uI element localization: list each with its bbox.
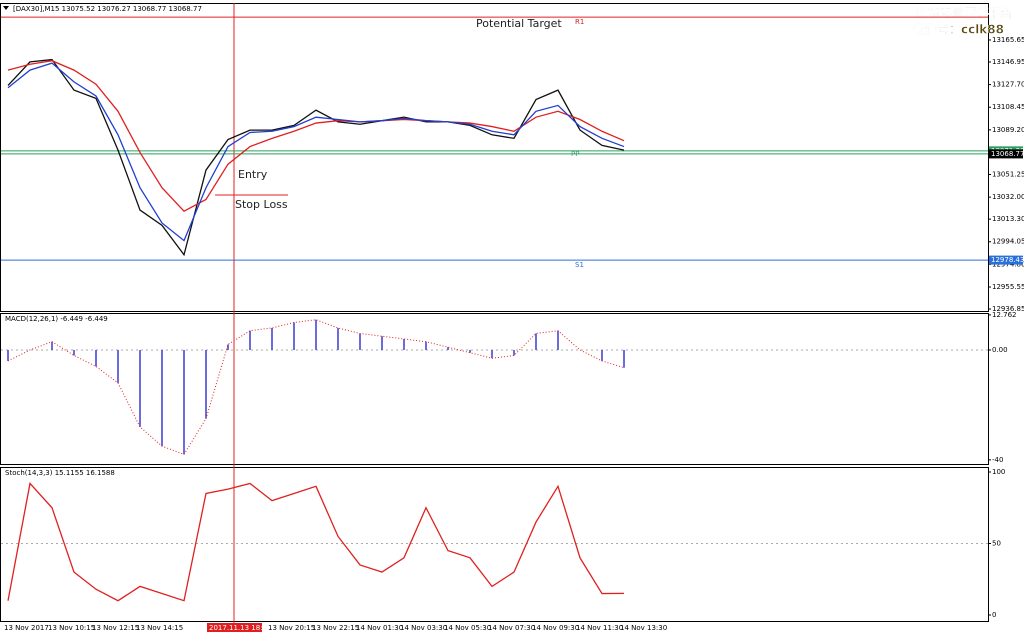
- x-tick-label: 13 Nov 12:15: [92, 624, 139, 632]
- y-tick-label: 13108.45: [992, 103, 1024, 111]
- price-box-label: 13068.77: [991, 150, 1024, 158]
- y-tick-label: 0.00: [992, 346, 1008, 354]
- x-tick-label: 14 Nov 13:30: [620, 624, 667, 632]
- panel-title: MACD(12,26,1) -6.449 -6.449: [5, 315, 108, 323]
- panel-title: Stoch(14,3,3) 15.1155 16.1588: [5, 469, 115, 477]
- price-box: [989, 255, 1023, 265]
- x-tick-label: 14 Nov 11:30: [576, 624, 623, 632]
- macd-panel: [0, 313, 989, 465]
- price-panel: [0, 3, 989, 312]
- y-tick-label: 13146.95: [992, 58, 1024, 66]
- y-tick-label: 13165.65: [992, 36, 1024, 44]
- y-tick-label: 100: [992, 468, 1005, 476]
- level-label: S1: [575, 261, 584, 269]
- y-tick-label: 12.762: [992, 311, 1017, 319]
- y-tick-label: 13051.25: [992, 170, 1024, 178]
- annotation: Stop Loss: [235, 198, 288, 211]
- series-line: [7, 62, 625, 242]
- crosshair-label: 2017.11.13 18:45: [209, 624, 271, 632]
- x-tick-label: 13 Nov 2017: [4, 624, 49, 632]
- price-box-label: 12978.43: [991, 256, 1024, 264]
- header: [DAX30],M15 13075.52 13076.27 13068.77 1…: [13, 5, 202, 13]
- y-tick-label: 50: [992, 539, 1001, 547]
- y-tick-label: 12936.85: [992, 305, 1024, 313]
- x-tick-label: 13 Nov 14:15: [136, 624, 183, 632]
- watermark: 期货专业服务平台: [916, 6, 1012, 21]
- y-tick-label: 13127.70: [992, 81, 1024, 89]
- y-tick-label: 13089.20: [992, 126, 1024, 134]
- price-box: [989, 149, 1023, 159]
- crosshair-label-box: [207, 623, 262, 632]
- y-tick-label: 13013.30: [992, 215, 1024, 223]
- y-tick-label: -40: [992, 456, 1003, 464]
- x-tick-label: 14 Nov 03:30: [400, 624, 447, 632]
- y-tick-label: 12955.55: [992, 283, 1024, 291]
- menu-arrow[interactable]: [3, 6, 9, 10]
- x-tick-label: 13 Nov 20:15: [268, 624, 315, 632]
- y-tick-label: 12994.05: [992, 238, 1024, 246]
- annotation: Potential Target: [476, 17, 562, 30]
- y-tick-label: 0: [992, 611, 996, 619]
- x-tick-label: 13 Nov 10:15: [48, 624, 95, 632]
- annotation: Entry: [238, 168, 268, 181]
- watermark: 微信号：cclk88: [912, 22, 1004, 37]
- series-line: [7, 482, 625, 602]
- level-label: R1: [575, 18, 584, 26]
- series-line: [7, 58, 625, 257]
- x-tick-label: 14 Nov 01:30: [356, 624, 403, 632]
- x-tick-label: 14 Nov 05:30: [444, 624, 491, 632]
- stoch-panel: [0, 467, 989, 622]
- x-tick-label: 14 Nov 09:30: [532, 624, 579, 632]
- x-tick-label: 14 Nov 07:30: [488, 624, 535, 632]
- x-tick-label: 13 Nov 22:15: [312, 624, 359, 632]
- y-tick-label: 13032.00: [992, 193, 1024, 201]
